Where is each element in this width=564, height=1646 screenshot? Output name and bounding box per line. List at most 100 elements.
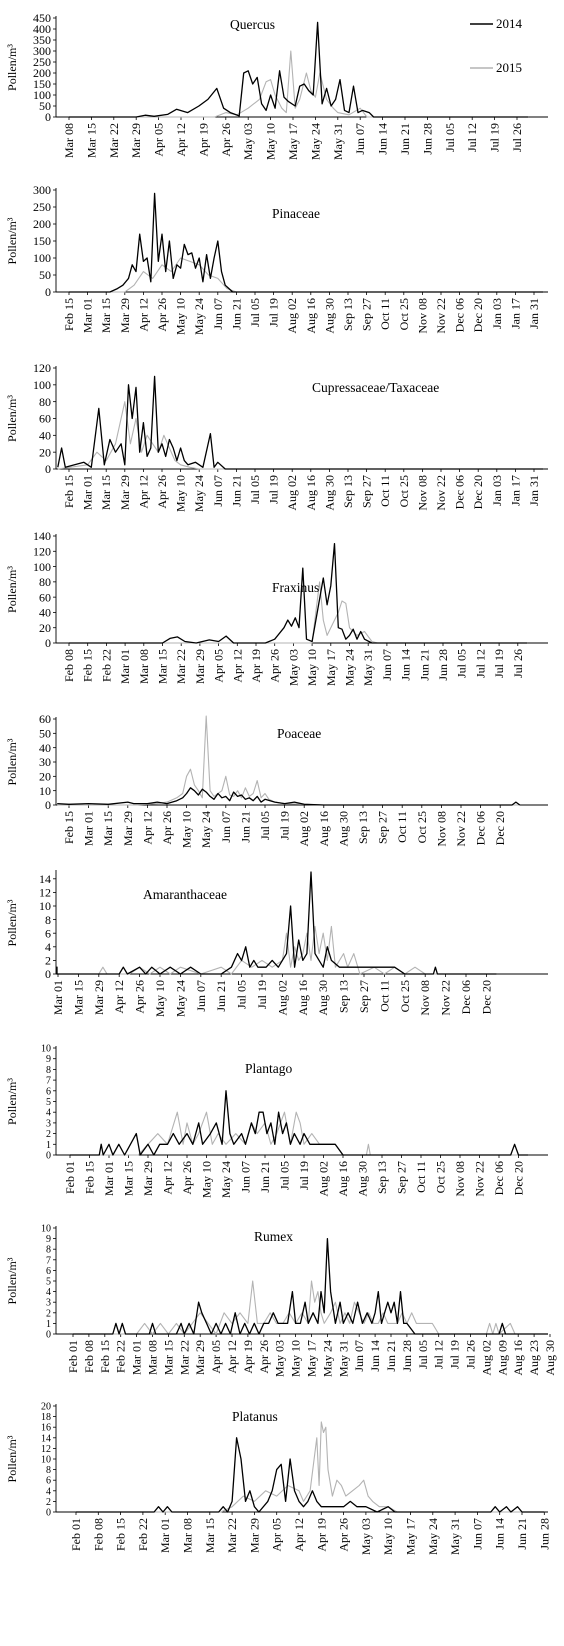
x-tick-label: Mar 15 [99, 298, 113, 333]
x-tick-label: Apr 05 [270, 1518, 284, 1552]
y-tick-label: 10 [39, 899, 51, 913]
x-tick-label: Aug 09 [495, 1340, 509, 1376]
x-tick-label: Aug 30 [316, 980, 330, 1016]
y-tick-label: 8 [46, 1465, 51, 1476]
y-tick-label: 2 [46, 1308, 51, 1319]
chart-title: Amaranthaceae [143, 887, 227, 902]
y-tick-label: 50 [39, 268, 51, 282]
y-axis-label: Pollen/m³ [5, 1257, 19, 1304]
x-tick-label: Oct 11 [378, 298, 392, 330]
x-tick-label: Sep 13 [356, 811, 370, 844]
x-tick-label: Apr 12 [225, 1340, 239, 1374]
chart-title: Fraxinus [272, 580, 319, 595]
x-tick-label: May 10 [289, 1340, 303, 1377]
y-tick-label: 300 [33, 183, 51, 197]
x-tick-label: Jul 05 [278, 1161, 292, 1190]
x-tick-label: Mar 29 [141, 1161, 155, 1196]
x-tick-label: Feb 22 [136, 1518, 150, 1551]
x-tick-label: Jun 07 [470, 1518, 484, 1550]
y-tick-label: 2 [46, 1497, 51, 1508]
x-tick-label: Aug 30 [356, 1161, 370, 1197]
x-tick-label: Apr 19 [249, 649, 263, 683]
x-tick-label: Mar 01 [82, 811, 96, 846]
x-tick-label: Mar 08 [62, 123, 76, 158]
y-tick-label: 6 [46, 1086, 51, 1097]
x-tick-label: Jan 03 [490, 475, 504, 506]
x-tick-label: Dec 20 [479, 980, 493, 1014]
y-tick-label: 0 [45, 285, 51, 299]
x-tick-label: May 03 [359, 1518, 373, 1555]
x-tick-label: May 31 [448, 1518, 462, 1555]
y-tick-label: 1 [46, 1319, 51, 1330]
x-tick-label: Feb 08 [62, 649, 76, 682]
x-tick-label: Mar 22 [225, 1518, 239, 1553]
x-tick-label: Jun 07 [380, 649, 394, 681]
chart-title: Plantago [245, 1061, 292, 1076]
x-tick-label: Jul 19 [297, 1161, 311, 1190]
x-tick-label: Jul 19 [492, 649, 506, 678]
x-tick-label: Mar 15 [156, 649, 170, 684]
series-line-2014 [69, 21, 529, 118]
y-tick-label: 100 [33, 251, 51, 265]
series-line-2015 [57, 715, 520, 806]
panel-cupressaceae-taxaceae: 0 20 40 60 80 100 120 Pollen/m³ Feb 15 Mar 01 Mar … [5, 361, 548, 512]
x-tick-label: May 24 [320, 1340, 334, 1377]
x-tick-label: May 10 [174, 298, 188, 335]
x-tick-label: Jul 05 [443, 123, 457, 152]
chart-title: Poaceae [277, 726, 321, 741]
x-tick-label: Feb 22 [99, 649, 113, 682]
x-tick-label: Mar 08 [137, 649, 151, 684]
y-tick-label: 4 [46, 1486, 51, 1497]
chart-title: Cupressaceae/Taxaceae [312, 380, 439, 395]
x-tick-label: Apr 26 [180, 1161, 194, 1195]
x-tick-label: Oct 11 [377, 980, 391, 1012]
x-tick-label: Jun 07 [219, 811, 233, 843]
y-axis-label: Pollen/m³ [5, 217, 19, 264]
y-tick-label: 150 [33, 234, 51, 248]
x-tick-label: Apr 12 [292, 1518, 306, 1552]
y-axis-label: Pollen/m³ [5, 1435, 19, 1482]
x-tick-label: Mar 22 [107, 123, 121, 158]
x-tick-label: May 10 [180, 811, 194, 848]
x-tick-label: Apr 12 [140, 811, 154, 845]
x-tick-label: May 24 [192, 475, 206, 512]
x-tick-label: Jun 07 [194, 980, 208, 1012]
x-tick-label: May 10 [174, 475, 188, 512]
x-tick-label: Apr 26 [160, 811, 174, 845]
x-tick-label: Sep 27 [395, 1161, 409, 1194]
x-tick-label: Jun 07 [211, 298, 225, 330]
x-tick-label: Aug 30 [336, 811, 350, 847]
x-tick-label: Jul 26 [510, 123, 524, 152]
x-tick-label: Jul 05 [455, 649, 469, 678]
x-tick-label: May 10 [305, 649, 319, 686]
x-tick-label: Dec 06 [474, 811, 488, 845]
y-tick-label: 100 [33, 560, 51, 574]
x-tick-label: Mar 15 [99, 475, 113, 510]
x-tick-label: Jul 19 [448, 1340, 462, 1369]
y-tick-label: 60 [39, 590, 51, 604]
x-tick-label: Mar 01 [118, 649, 132, 684]
y-tick-label: 6 [45, 926, 51, 940]
x-tick-label: Nov 08 [418, 980, 432, 1016]
y-tick-label: 14 [41, 1433, 51, 1444]
x-tick-label: Mar 08 [146, 1340, 160, 1375]
series-line-2015 [69, 581, 528, 644]
x-tick-label: Oct 11 [414, 1161, 428, 1193]
x-tick-label: Sep 27 [376, 811, 390, 844]
x-tick-label: Aug 02 [275, 980, 289, 1016]
y-tick-label: 4 [46, 1108, 51, 1119]
x-tick-label: Jun 21 [417, 649, 431, 681]
x-tick-label: Sep 27 [357, 980, 371, 1013]
x-tick-label: Nov 22 [434, 298, 448, 334]
y-tick-label: 10 [41, 1044, 51, 1055]
x-tick-label: Jun 21 [229, 475, 243, 507]
series-line-2014 [69, 192, 544, 293]
x-tick-label: Mar 15 [203, 1518, 217, 1553]
x-tick-label: Apr 26 [155, 298, 169, 332]
series-line-2014 [56, 871, 497, 975]
x-tick-label: May 10 [153, 980, 167, 1017]
y-tick-label: 40 [39, 741, 51, 755]
